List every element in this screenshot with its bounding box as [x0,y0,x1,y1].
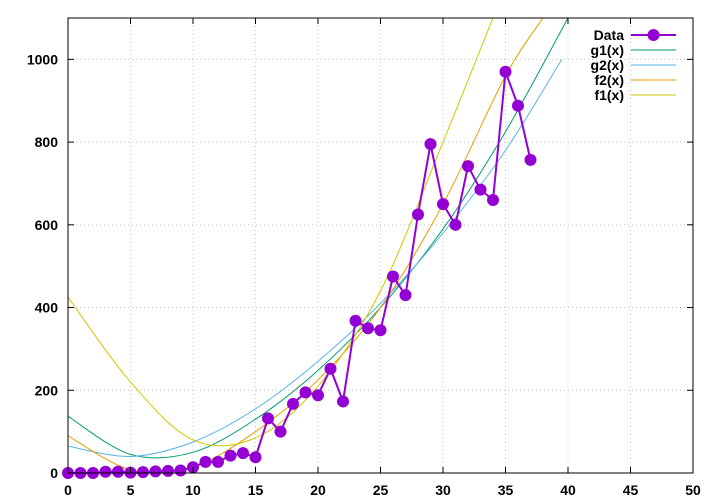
legend-label-data: Data [594,27,625,43]
data-point [262,412,274,425]
legend-label-g2-x: g2(x) [591,57,624,73]
data-point [387,270,399,283]
x-tick-label: 20 [310,482,326,498]
x-tick-label: 5 [127,482,135,498]
x-tick-label: 10 [185,482,201,498]
data-point [174,464,187,477]
data-point [412,208,424,221]
series-f2-x-curve [68,18,544,473]
data-point [299,386,312,399]
x-tick-label: 30 [435,482,451,498]
data-point [287,397,299,410]
data-point [512,99,524,112]
data-point [224,449,237,462]
y-tick-label: 1000 [27,51,58,67]
y-tick-label: 600 [35,217,59,233]
data-point [487,194,499,206]
data-point [474,183,487,196]
series-data-line [68,71,532,474]
legend-marker-data [647,29,660,41]
x-tick-label: 40 [560,482,576,498]
data-point [437,198,449,211]
data-series [62,65,537,479]
data-point [399,289,412,302]
data-point [324,362,337,375]
x-tick-label: 0 [64,482,72,498]
data-point [249,451,262,464]
x-tick-label: 45 [623,482,639,498]
axis-ticks: 0 5 10 15 20 25 30 35 40 45 50 0 200 400 600 800 1000 [27,18,701,498]
data-point [337,395,349,408]
data-point [162,464,174,477]
data-point [237,447,249,460]
y-tick-label: 200 [35,382,59,398]
data-point [524,153,537,166]
data-point [362,322,374,335]
data-point [449,218,462,231]
legend-label-f2-x: f2(x) [594,72,624,88]
series-f1-x-curve [68,18,494,447]
grid-lines [68,18,693,473]
y-tick-label: 0 [50,465,58,481]
data-point [374,324,387,337]
y-tick-label: 400 [35,300,59,316]
data-point [274,425,287,438]
data-point [349,314,362,327]
y-tick-label: 800 [35,134,59,150]
x-tick-label: 15 [248,482,264,498]
data-point [149,465,162,478]
series-g1-x-curve [68,18,569,459]
x-tick-label: 35 [498,482,514,498]
x-tick-label: 25 [373,482,389,498]
x-tick-label: 50 [685,482,701,498]
data-point [499,65,512,78]
data-point [212,455,224,468]
data-point [99,465,112,478]
data-point [312,389,324,402]
legend-label-g1-x: g1(x) [591,42,624,58]
data-point [137,466,149,479]
data-point [199,455,212,468]
data-point [424,138,437,151]
data-point [462,160,474,173]
data-point [112,465,124,478]
legend-label-f1-x: f1(x) [594,87,624,103]
